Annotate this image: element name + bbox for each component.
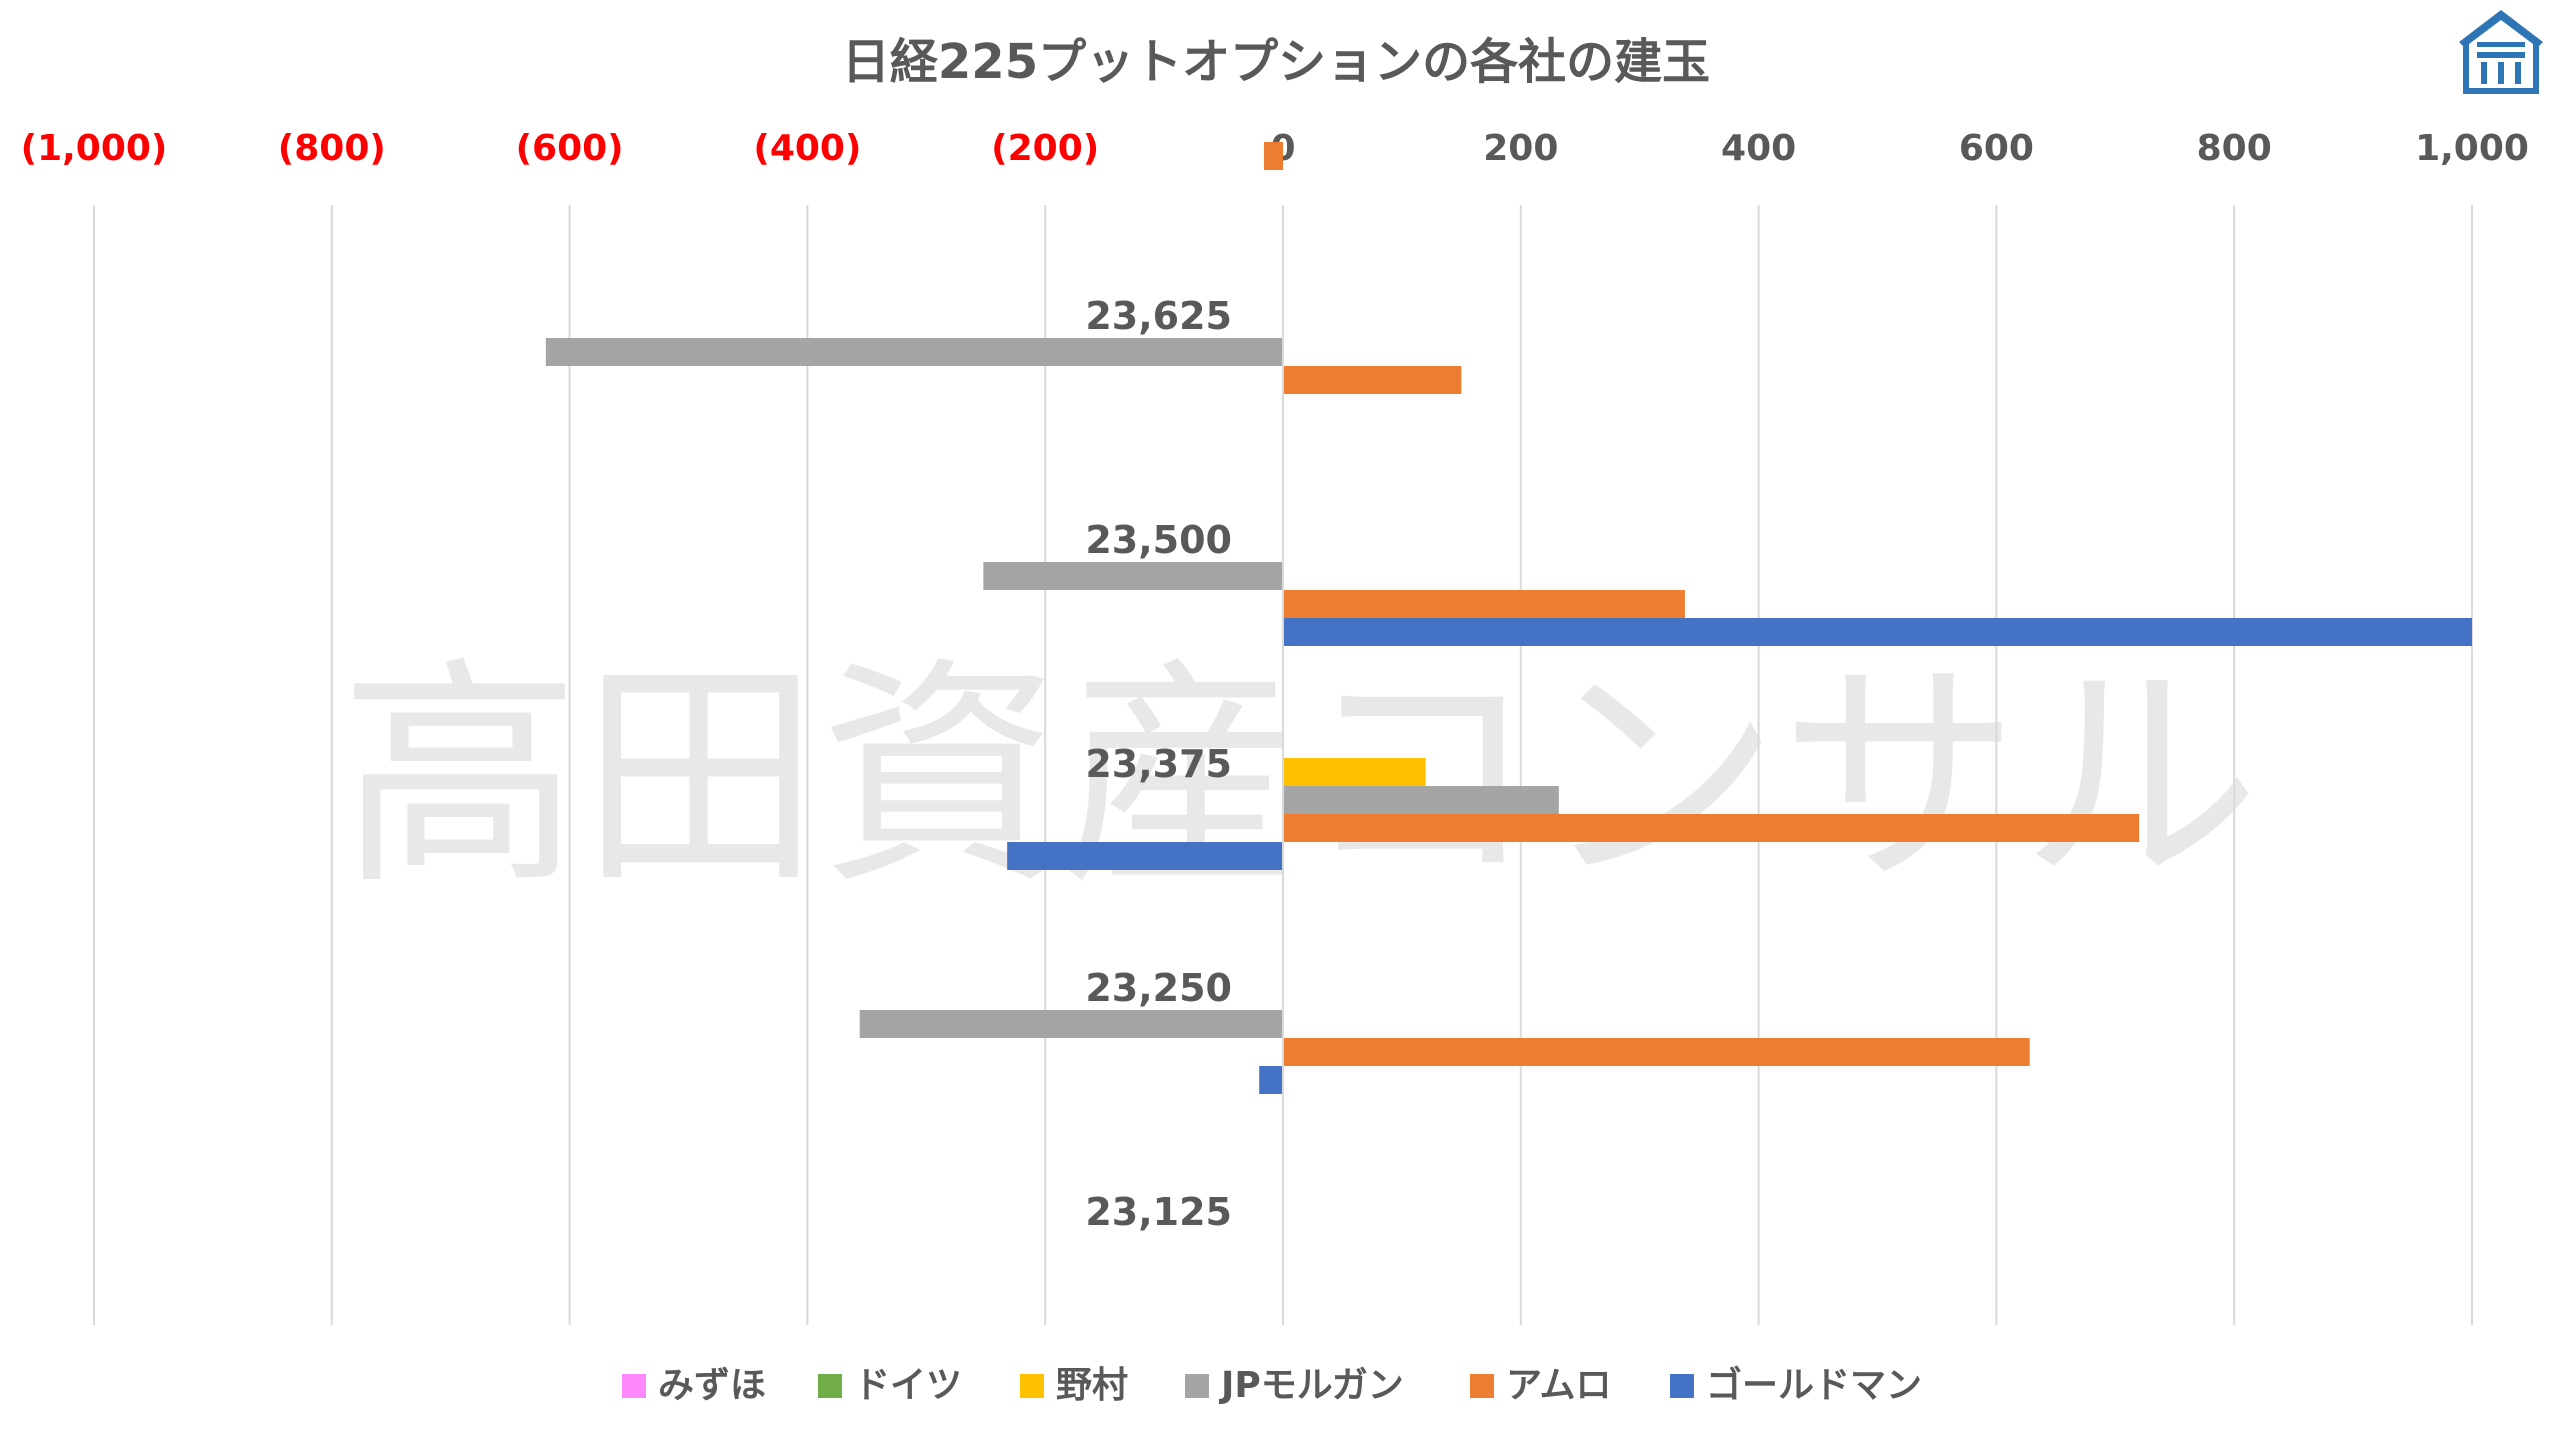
bar-アムロ-23,375 [1283, 590, 1685, 618]
bar-野村-23,250 [1283, 758, 1426, 786]
bar-JPモルガン-23,500 [545, 338, 1283, 366]
bar-アムロ-23,625 [1263, 142, 1283, 170]
category-label: 23,500 [1085, 518, 1232, 562]
bar-JPモルガン-23,125 [859, 1010, 1283, 1038]
x-tick-label: 600 [1959, 128, 2034, 169]
category-label: 23,375 [1085, 742, 1232, 786]
bar-ゴールドマン-23,375 [1283, 618, 2472, 646]
chart-title: 日経225プットオプションの各社の建玉 [842, 34, 1710, 90]
gridlines [93, 205, 2473, 1325]
x-tick-label: (400) [753, 128, 861, 169]
bar-JPモルガン-23,250 [1283, 786, 1559, 814]
house-logo-icon [2459, 10, 2543, 94]
x-tick-label: (200) [991, 128, 1099, 169]
x-tick-label: 200 [1483, 128, 1558, 169]
legend-swatch [1185, 1374, 1209, 1398]
x-tick-label: (800) [278, 128, 386, 169]
bar-JPモルガン-23,375 [983, 562, 1283, 590]
category-label: 23,125 [1085, 1190, 1232, 1234]
legend-label: ドイツ [854, 1365, 962, 1406]
legend-label: ゴールドマン [1706, 1364, 1922, 1406]
x-tick-label: 800 [2197, 128, 2272, 169]
legend: みずほ ドイツ 野村 JPモルガン アムロ ゴールドマン [622, 1364, 1922, 1406]
category-labels: 23,625 23,500 23,375 23,250 23,125 [1085, 294, 1232, 1234]
legend-swatch [1670, 1374, 1694, 1398]
legend-swatch [622, 1374, 646, 1398]
legend-swatch [818, 1374, 842, 1398]
x-tick-label: (1,000) [21, 128, 168, 169]
legend-swatch [1470, 1374, 1494, 1398]
bar-アムロ-23,250 [1283, 814, 2140, 842]
legend-swatch [1020, 1374, 1044, 1398]
x-tick-label: 1,000 [2415, 128, 2529, 169]
bar-ゴールドマン-23,250 [1007, 842, 1283, 870]
x-axis-ticks: (1,000)(800)(600)(400)(200)0200400600800… [21, 128, 2529, 169]
category-label: 23,250 [1085, 966, 1232, 1010]
legend-label: アムロ [1506, 1365, 1611, 1406]
legend-label: みずほ [658, 1365, 766, 1406]
bar-アムロ-23,500 [1283, 366, 1462, 394]
bar-アムロ-23,125 [1283, 1038, 2030, 1066]
bars [545, 142, 2472, 1325]
x-tick-label: 400 [1721, 128, 1796, 169]
legend-label: JPモルガン [1218, 1365, 1404, 1406]
bar-ゴールドマン-23,125 [1259, 1066, 1283, 1094]
legend-label: 野村 [1056, 1365, 1128, 1406]
category-label: 23,625 [1085, 294, 1232, 338]
x-tick-label: (600) [516, 128, 624, 169]
